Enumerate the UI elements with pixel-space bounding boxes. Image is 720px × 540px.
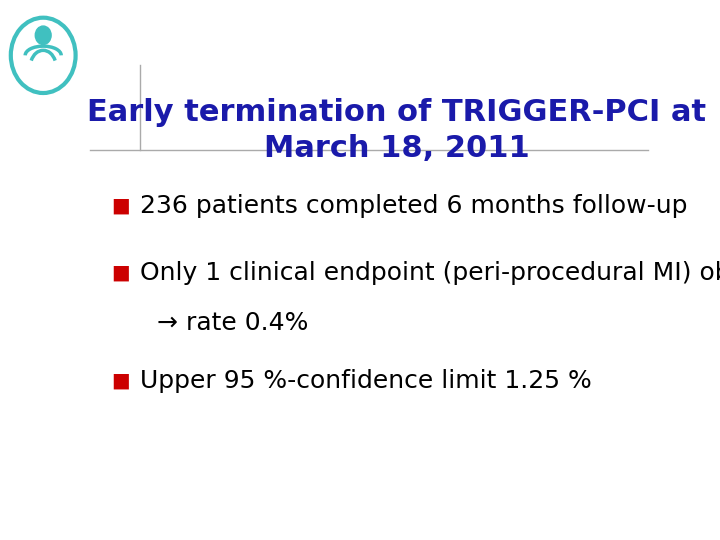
Text: Early termination of TRIGGER-PCI at
March 18, 2011: Early termination of TRIGGER-PCI at Marc… — [87, 98, 706, 163]
Text: ▪: ▪ — [110, 366, 131, 395]
Circle shape — [35, 26, 51, 44]
Text: ▪: ▪ — [110, 192, 131, 221]
Text: Only 1 clinical endpoint (peri-procedural MI) observed: Only 1 clinical endpoint (peri-procedura… — [140, 261, 720, 285]
Text: → rate 0.4%: → rate 0.4% — [157, 310, 308, 335]
Text: ▪: ▪ — [110, 258, 131, 287]
Text: Upper 95 %-confidence limit 1.25 %: Upper 95 %-confidence limit 1.25 % — [140, 369, 592, 393]
Text: 236 patients completed 6 months follow-up: 236 patients completed 6 months follow-u… — [140, 194, 688, 218]
